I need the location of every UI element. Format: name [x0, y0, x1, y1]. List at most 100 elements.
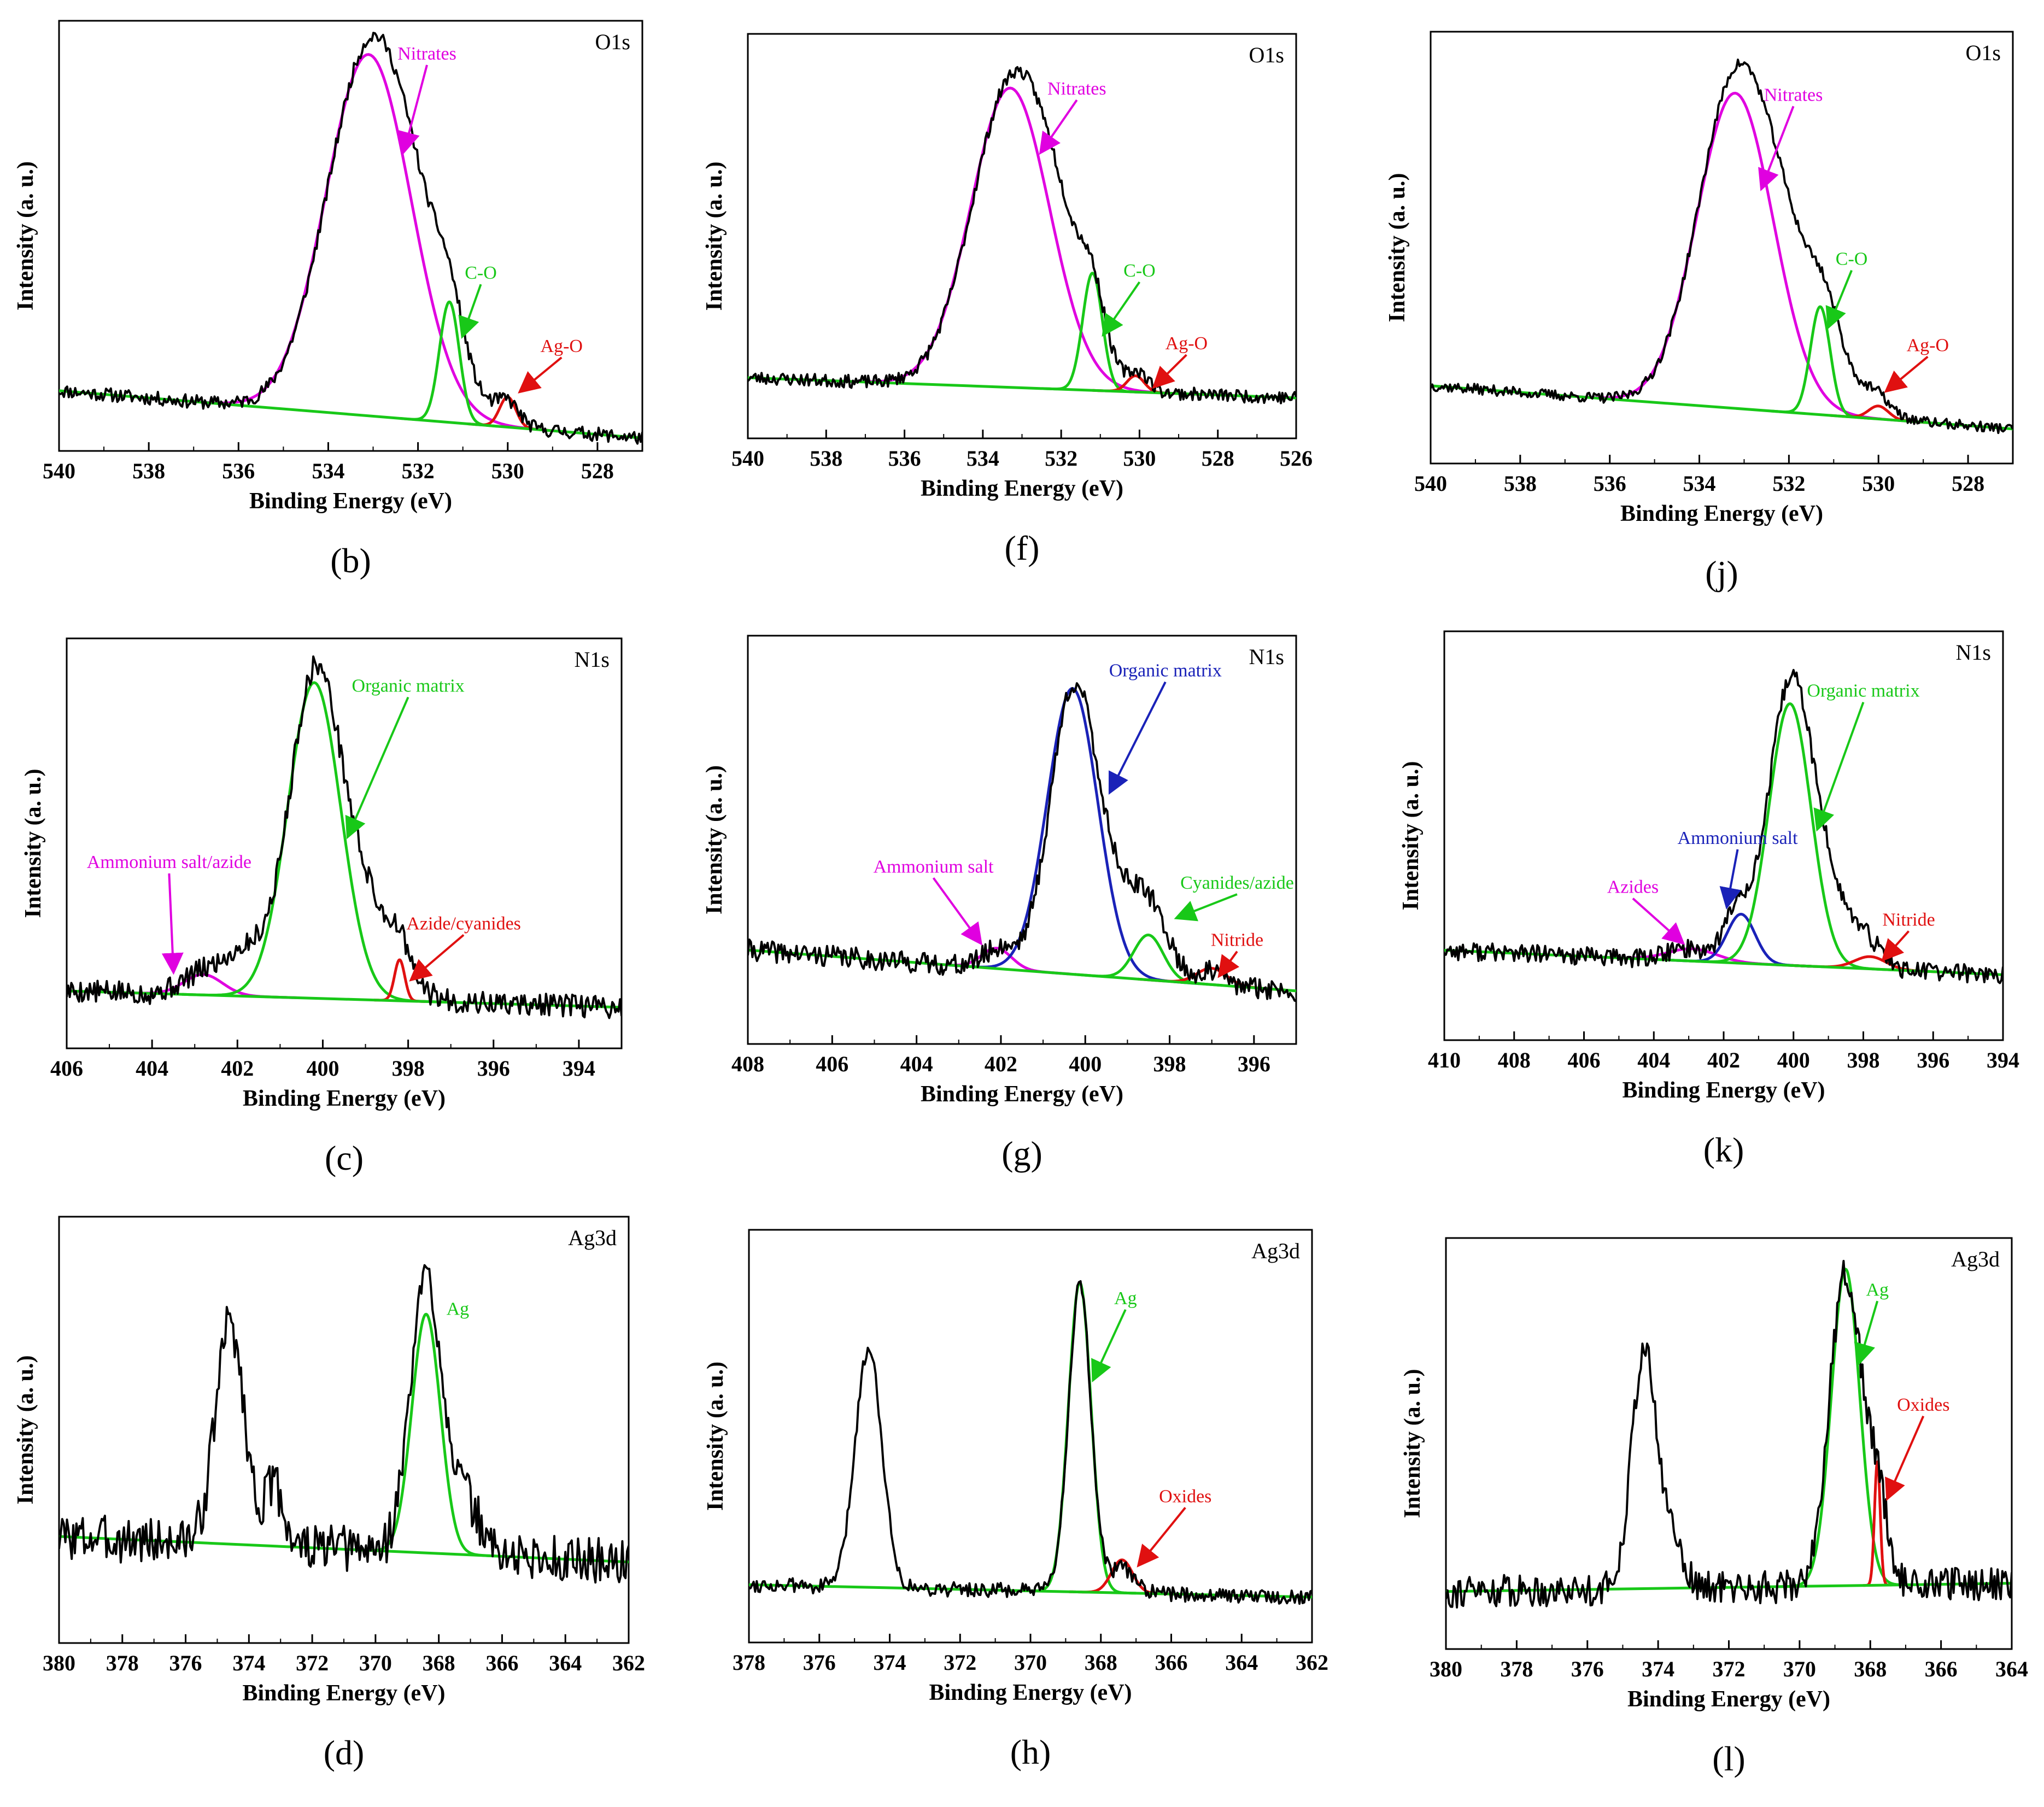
- panel-caption: (d): [324, 1733, 365, 1772]
- x-tick-label: 526: [1280, 446, 1313, 471]
- x-tick-label: 366: [1925, 1657, 1958, 1681]
- fit-curve-c-o: [1771, 305, 1870, 420]
- x-tick-label: 374: [232, 1651, 265, 1675]
- x-tick-label: 366: [485, 1651, 518, 1675]
- x-tick-label: 366: [1155, 1650, 1188, 1675]
- x-tick-label: 368: [1854, 1657, 1887, 1681]
- x-tick-label: 364: [549, 1651, 582, 1675]
- y-axis-label: Intensity (a. u.): [1385, 173, 1410, 322]
- x-tick-label: 408: [1498, 1048, 1531, 1072]
- x-tick-label: 406: [1568, 1048, 1601, 1072]
- x-tick-label: 400: [306, 1056, 339, 1081]
- x-tick-label: 404: [136, 1056, 168, 1081]
- plot-frame: [1430, 31, 2014, 465]
- annotation-arrow: [1719, 849, 1741, 910]
- x-tick-label: 528: [581, 459, 614, 483]
- annotation-label: Organic matrix: [352, 676, 465, 696]
- plot-frame: [747, 33, 1297, 439]
- annotation-label: Ag-O: [1166, 333, 1208, 354]
- x-tick-label: 528: [1202, 446, 1234, 471]
- panel-f: 540 538 536 534 532 530 528 526 Binding Energy (…: [702, 33, 1313, 567]
- x-tick-label: 410: [1428, 1048, 1461, 1072]
- x-tick-label: 364: [1995, 1657, 2028, 1681]
- fit-curve-ag: [1023, 1281, 1137, 1595]
- x-tick-label: 396: [477, 1056, 510, 1081]
- raw-spectrum: [1446, 1260, 2012, 1609]
- annotation-arrow: [518, 356, 563, 394]
- x-tick-label: 380: [1430, 1657, 1462, 1681]
- x-tick-label: 402: [221, 1056, 254, 1081]
- raw-spectrum: [1444, 668, 2003, 984]
- annotation-label: Nitrates: [1047, 79, 1106, 99]
- x-tick-label: 378: [733, 1650, 765, 1675]
- annotation-label: Cyanides/azide: [1180, 873, 1294, 893]
- panel-b: 540 538 536 534 532 530 528 Binding Energy (eV)…: [13, 20, 643, 580]
- x-tick-label: 536: [222, 459, 255, 483]
- annotation-arrow: [161, 873, 184, 975]
- y-axis-label: Intensity (a. u.): [1398, 761, 1424, 910]
- core-level-label: N1s: [1956, 640, 1991, 665]
- panel-k: 410 408 406 404 402 400 398 396 394 Binding Energ…: [1398, 630, 2019, 1169]
- fit-curve-ag: [1774, 1268, 1917, 1588]
- annotation-arrow: [1854, 1300, 1879, 1366]
- background-line: [748, 948, 1296, 993]
- annotation-label: Ammonium salt/azide: [87, 852, 251, 872]
- annotation-label: Organic matrix: [1807, 681, 1919, 701]
- x-tick-label: 532: [1045, 446, 1077, 471]
- annotation-arrow: [1102, 281, 1141, 337]
- y-axis-label: Intensity (a. u.): [13, 161, 38, 310]
- x-tick-label: 380: [43, 1651, 75, 1675]
- y-axis-label: Intensity (a. u.): [702, 161, 727, 310]
- x-tick-label: 396: [1238, 1052, 1270, 1076]
- annotation-arrow: [1152, 354, 1187, 389]
- fit-curve-organic-matrix: [946, 687, 1199, 985]
- x-tick-label: 406: [50, 1056, 83, 1081]
- annotation-label: Nitrates: [397, 44, 456, 64]
- x-axis-label: Binding Energy (eV): [242, 1681, 445, 1706]
- panel-c: 406 404 402 400 398 396 394 Binding Energy (eV)…: [21, 637, 623, 1177]
- x-tick-label: 372: [296, 1651, 329, 1675]
- core-level-label: O1s: [1966, 40, 2001, 65]
- annotation-arrow: [932, 877, 983, 946]
- annotation-arrow: [1039, 99, 1078, 155]
- panel-caption: (g): [1001, 1134, 1043, 1173]
- x-tick-label: 540: [43, 459, 75, 483]
- plot-frame: [58, 20, 643, 452]
- core-level-label: O1s: [1249, 43, 1284, 67]
- x-tick-label: 398: [392, 1056, 425, 1081]
- annotation-label: Azides: [1607, 877, 1659, 897]
- annotation-arrow: [1137, 1507, 1186, 1568]
- annotation-label: Ag: [1114, 1288, 1137, 1309]
- x-tick-label: 404: [1637, 1048, 1670, 1072]
- fit-curve-nitrates: [1544, 91, 1926, 424]
- raw-spectrum: [748, 682, 1296, 1002]
- x-tick-label: 394: [1987, 1048, 2019, 1072]
- plot-frame: [747, 635, 1297, 1045]
- raw-spectrum: [59, 1264, 629, 1584]
- x-axis-label: Binding Energy (eV): [1620, 501, 1823, 526]
- background-line: [1431, 384, 2013, 431]
- plot-frame: [66, 637, 623, 1049]
- x-tick-label: 398: [1153, 1052, 1186, 1076]
- annotation-label: Ag-O: [541, 336, 583, 356]
- x-axis-label: Binding Energy (eV): [921, 1082, 1123, 1107]
- panel-l: 380 378 376 374 372 370 368 366 364 Binding Energ…: [1400, 1237, 2028, 1778]
- core-level-label: O1s: [595, 30, 630, 54]
- annotation-label: Ammonium salt: [873, 856, 994, 877]
- core-level-label: N1s: [575, 647, 610, 672]
- x-tick-label: 374: [874, 1650, 906, 1675]
- annotation-arrow: [1885, 1416, 1925, 1501]
- annotation-arrow: [1091, 1309, 1127, 1383]
- panel-caption: (l): [1712, 1739, 1745, 1778]
- x-axis-label: Binding Energy (eV): [1627, 1687, 1830, 1712]
- x-tick-label: 362: [1296, 1650, 1328, 1675]
- panel-caption: (h): [1010, 1733, 1051, 1771]
- annotation-label: Nitrates: [1764, 85, 1823, 105]
- x-tick-label: 532: [402, 459, 435, 483]
- core-level-label: N1s: [1249, 644, 1284, 669]
- annotation-label: Nitride: [1211, 930, 1263, 951]
- x-tick-label: 378: [1500, 1657, 1533, 1681]
- x-tick-label: 536: [1594, 471, 1626, 496]
- panel-caption: (j): [1705, 554, 1738, 592]
- x-tick-label: 530: [491, 459, 524, 483]
